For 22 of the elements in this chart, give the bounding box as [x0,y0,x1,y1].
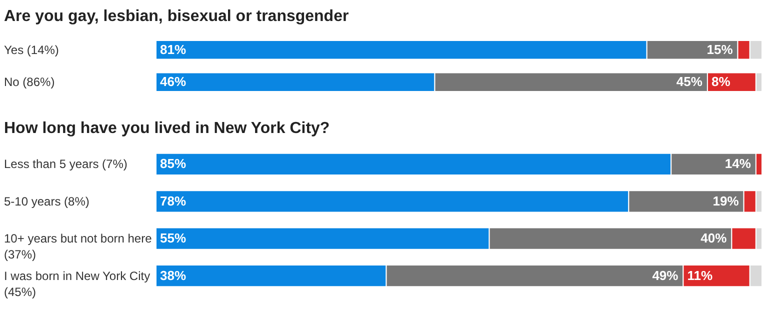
data-label: 11% [687,268,713,283]
data-label: 49% [652,268,679,283]
y-tick-label: 5-10 years (8%) [4,194,90,208]
data-label: 38% [160,268,186,283]
data-label: 45% [676,74,703,90]
data-label: 81% [160,42,186,57]
chart-title: How long have you lived in New York City? [4,120,330,137]
y-tick-label: Yes (14%) [4,42,59,57]
data-label: 55% [160,230,186,246]
y-tick-label: I was born in New York City (45%) [4,268,150,299]
y-tick-label: 10+ years but not born here (37%) [4,232,152,262]
chart-title: Are you gay, lesbian, bisexual or transgender [4,8,349,25]
data-label: 46% [160,74,186,90]
data-label: 14% [724,156,752,172]
data-label: 8% [711,74,731,90]
y-tick-label: No (86%) [4,75,55,90]
data-label: 15% [706,42,734,57]
data-label: 85% [160,156,186,172]
data-label: 19% [712,193,740,208]
data-label: 78% [160,193,186,208]
data-label: 40% [700,230,728,246]
y-tick-label: Less than 5 years (7%) [4,157,128,172]
